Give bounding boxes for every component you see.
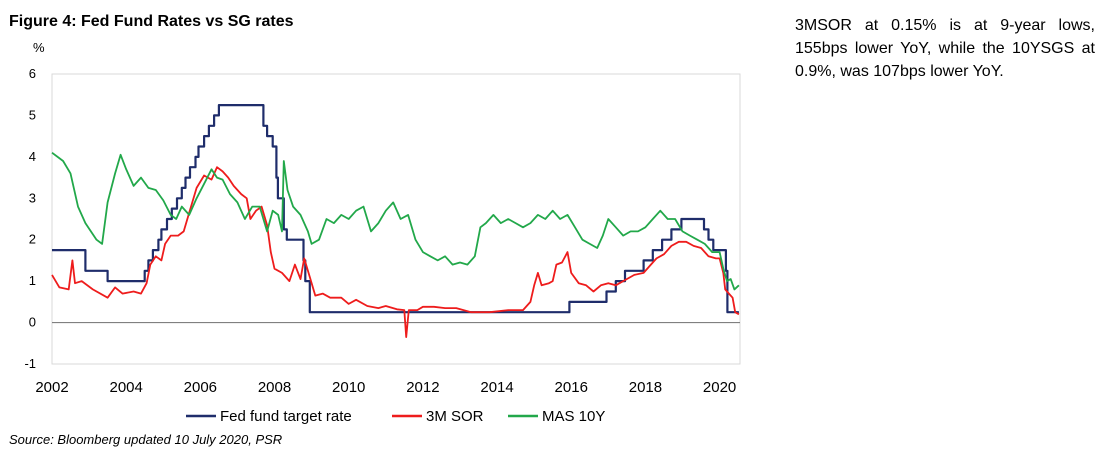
x-tick-label: 2006 (184, 379, 217, 396)
x-tick-label: 2002 (35, 379, 68, 396)
series-line-0 (52, 104, 739, 314)
y-tick-label: 1 (29, 273, 36, 288)
y-tick-label: 6 (29, 66, 36, 81)
x-tick-label: 2014 (480, 379, 513, 396)
source-note: Source: Bloomberg updated 10 July 2020, … (9, 432, 283, 447)
x-tick-label: 2010 (332, 379, 365, 396)
legend-label: MAS 10Y (542, 408, 605, 425)
y-tick-label: -1 (24, 356, 36, 371)
x-tick-label: 2012 (406, 379, 439, 396)
figure-title: Figure 4: Fed Fund Rates vs SG rates (9, 13, 294, 30)
x-tick-label: 2008 (258, 379, 291, 396)
series-line-1 (51, 166, 740, 338)
chart-frame (51, 73, 741, 365)
y-tick-label: 5 (29, 107, 36, 122)
series-layer (51, 104, 740, 338)
legend: Fed fund target rate 3M SOR MAS 10Y (186, 408, 605, 425)
y-tick-label: 4 (29, 149, 36, 164)
y-axis-label: % (33, 40, 45, 55)
x-tick-label: 2016 (555, 379, 588, 396)
x-tick-label: 2020 (703, 379, 736, 396)
legend-label: Fed fund target rate (220, 408, 352, 425)
series-line-2 (51, 151, 740, 291)
side-note: 3MSOR at 0.15% is at 9-year lows, 155bps… (795, 17, 1095, 81)
y-axis: -1 0 1 2 3 4 5 6 (24, 66, 36, 371)
x-tick-label: 2004 (109, 379, 142, 396)
x-tick-label: 2018 (629, 379, 662, 396)
y-tick-label: 2 (29, 232, 36, 247)
y-tick-label: 3 (29, 190, 36, 205)
y-tick-label: 0 (29, 315, 36, 330)
x-axis: 2002 2004 2006 2008 2010 2012 2014 2016 2018 2020 (35, 379, 736, 396)
legend-label: 3M SOR (426, 408, 484, 425)
